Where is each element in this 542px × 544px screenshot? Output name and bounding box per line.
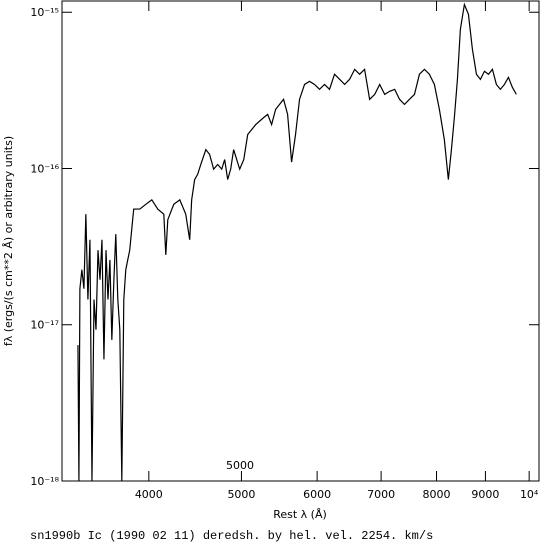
y-axis-label: fλ (ergs/(s cm**2 Å) or arbitrary units) (2, 136, 15, 346)
y-tick-label: 10⁻¹⁶ (30, 162, 59, 175)
y-tick-label: 10⁻¹⁸ (30, 475, 59, 488)
chart-title: sn1990b Ic (1990 02 11) deredsh. by hel.… (30, 529, 433, 543)
x-tick-label: 8000 (423, 488, 451, 501)
x-axis-label: Rest λ (Å) (273, 508, 327, 521)
x-tick-label: 10⁴ (520, 488, 539, 501)
plot-frame (61, 0, 540, 482)
annotation: 5000 (226, 459, 254, 472)
x-tick-label: 6000 (303, 488, 331, 501)
x-tick-label: 5000 (227, 488, 255, 501)
x-tick-label: 7000 (367, 488, 395, 501)
y-tick-label: 10⁻¹⁵ (30, 6, 59, 19)
spectrum-line (77, 2, 517, 482)
x-tick-label: 4000 (135, 488, 163, 501)
y-tick-label: 10⁻¹⁷ (30, 319, 59, 332)
x-tick-label: 9000 (471, 488, 499, 501)
